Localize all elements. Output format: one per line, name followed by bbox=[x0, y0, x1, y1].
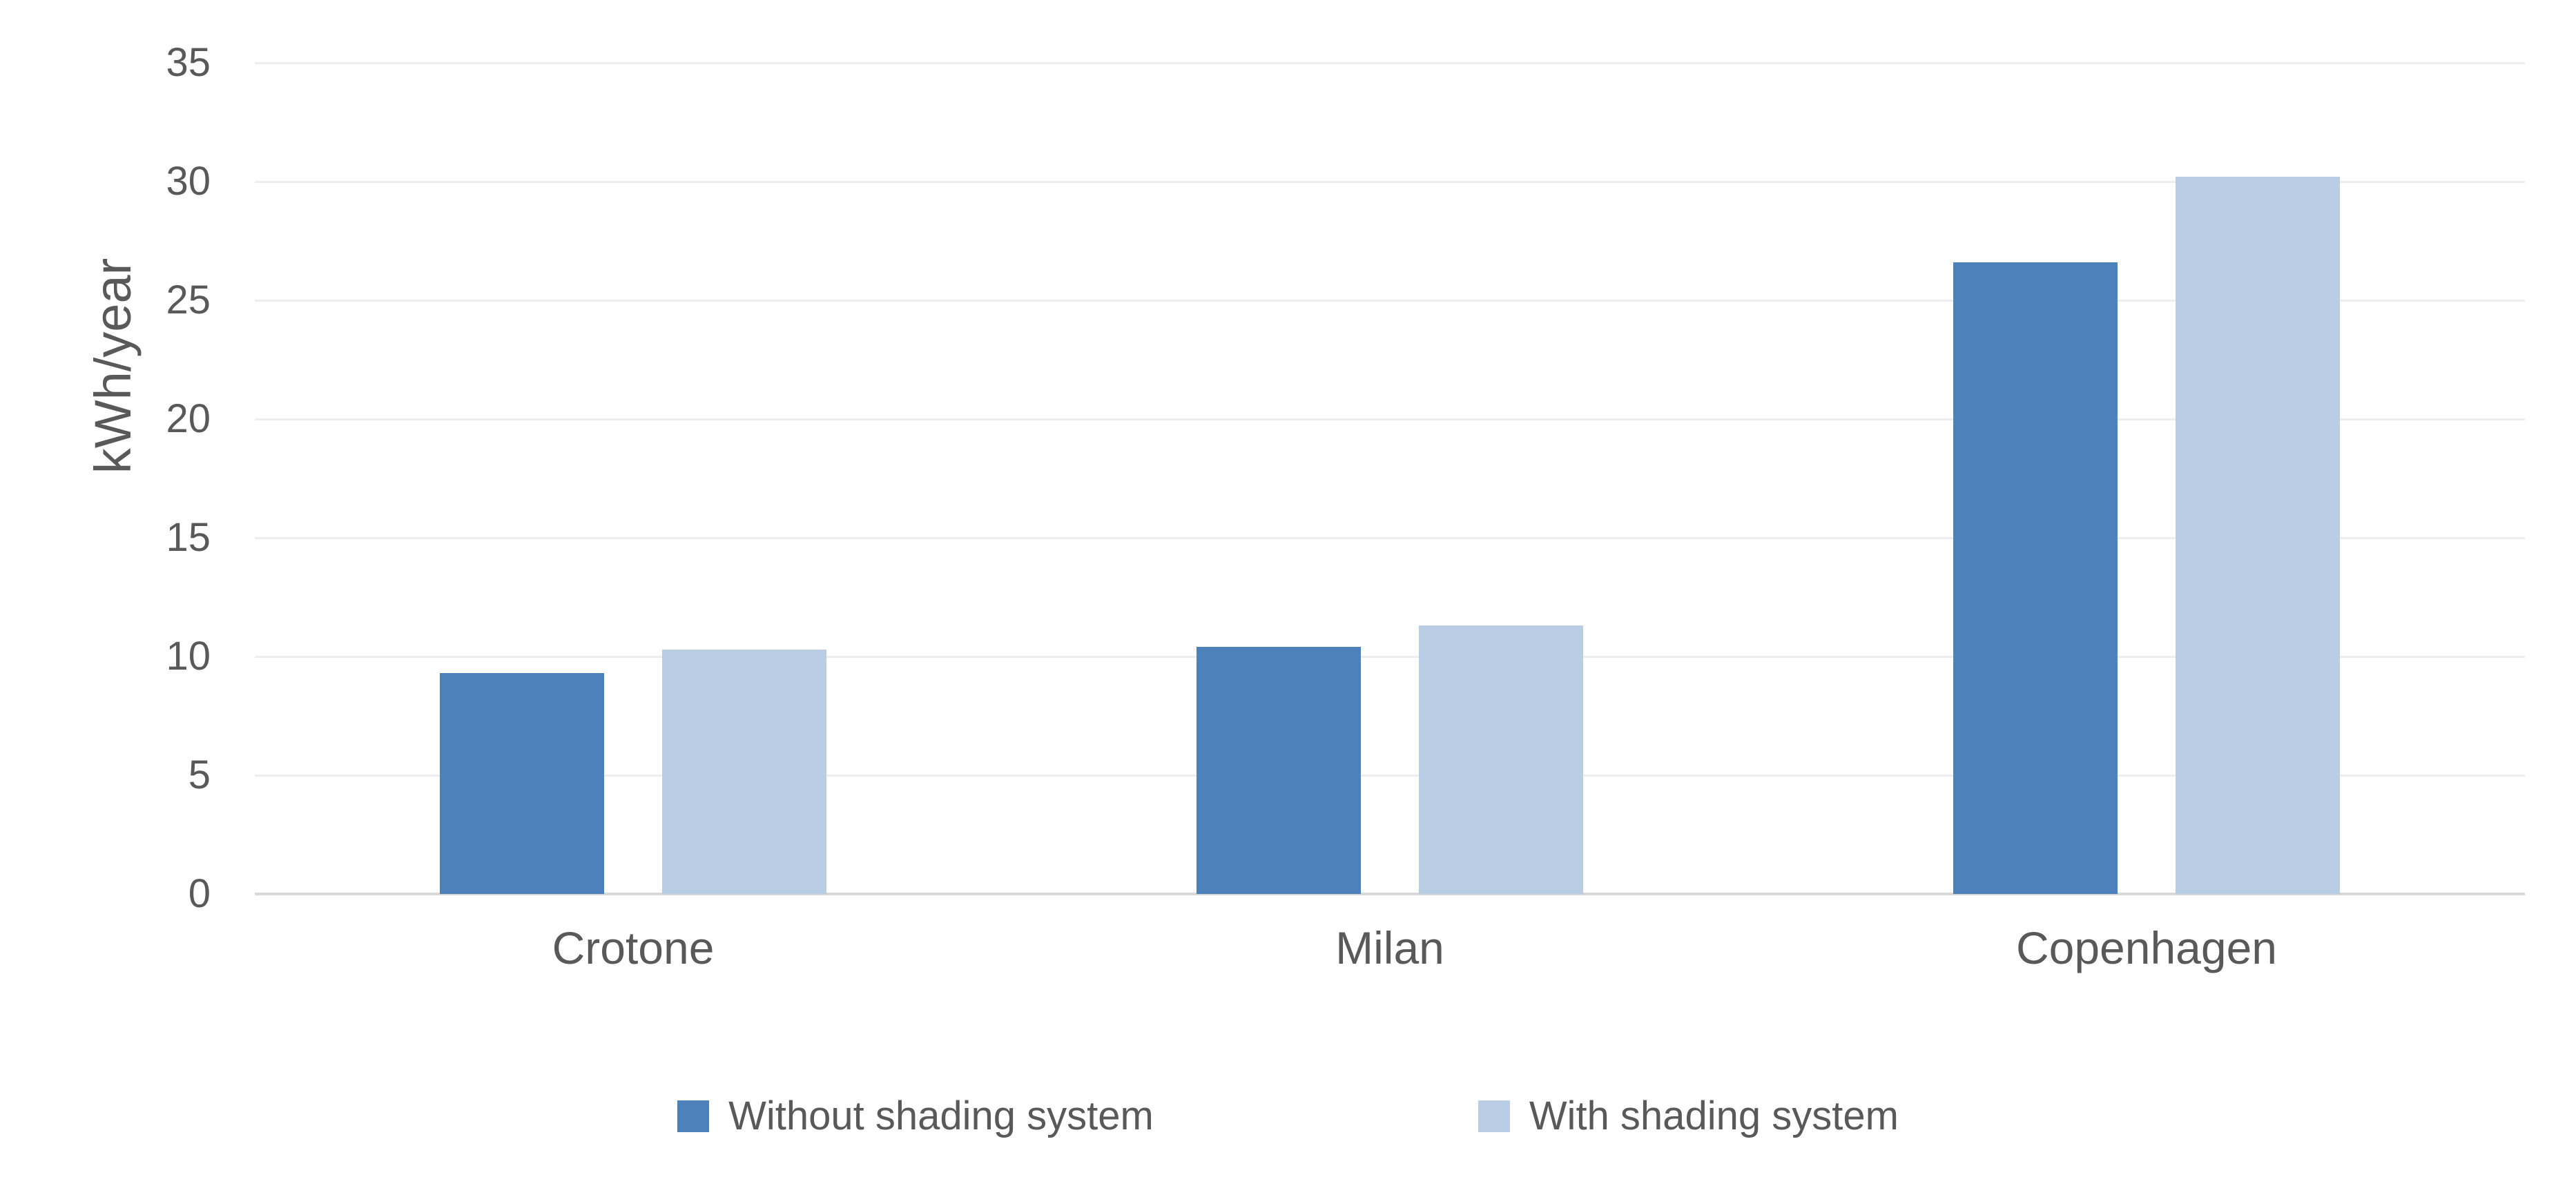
x-category-label-crotone: Crotone bbox=[552, 922, 715, 973]
x-category-label-copenhagen: Copenhagen bbox=[2015, 922, 2278, 973]
y-tick-label-20: 20 bbox=[166, 396, 211, 441]
y-tick-label-35: 35 bbox=[166, 40, 211, 85]
gridline bbox=[255, 61, 2525, 64]
bar-without-shading-system-copenhagen bbox=[1953, 262, 2118, 894]
bar-without-shading-system-crotone bbox=[440, 673, 604, 894]
y-tick-label-0: 0 bbox=[188, 871, 211, 916]
bar-with-shading-system-milan bbox=[1419, 625, 1583, 894]
y-tick-label-15: 15 bbox=[166, 515, 211, 560]
y-tick-label-30: 30 bbox=[166, 159, 211, 204]
legend-swatch-with-shading-system bbox=[1478, 1100, 1510, 1132]
legend-label-without-shading-system: Without shading system bbox=[728, 1093, 1154, 1138]
legend-item-with-shading-system: With shading system bbox=[1478, 1096, 1899, 1136]
y-tick-label-5: 5 bbox=[188, 752, 211, 797]
legend-swatch-without-shading-system bbox=[677, 1100, 710, 1132]
y-tick-label-10: 10 bbox=[166, 634, 211, 679]
bar-without-shading-system-milan bbox=[1197, 647, 1361, 894]
legend-label-with-shading-system: With shading system bbox=[1529, 1093, 1899, 1138]
bar-with-shading-system-crotone bbox=[662, 649, 826, 894]
bar-with-shading-system-copenhagen bbox=[2176, 177, 2340, 894]
legend-item-without-shading-system: Without shading system bbox=[677, 1096, 1154, 1136]
y-tick-label-25: 25 bbox=[166, 278, 211, 322]
x-category-label-milan: Milan bbox=[1335, 922, 1444, 973]
legend: Without shading system With shading syste… bbox=[0, 1096, 2576, 1136]
